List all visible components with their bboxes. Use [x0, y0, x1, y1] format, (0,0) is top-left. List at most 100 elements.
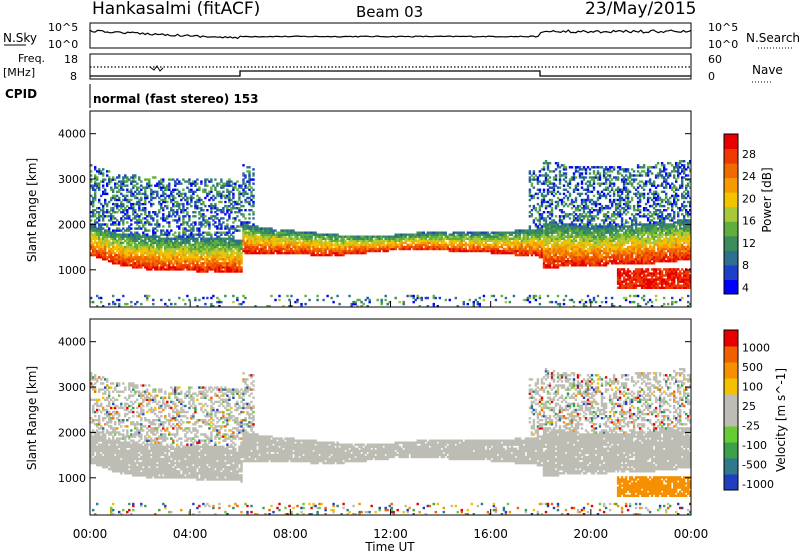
heatmap-cell	[122, 258, 125, 261]
heatmap-cell	[202, 239, 205, 242]
heatmap-cell	[246, 227, 249, 230]
heatmap-cell	[174, 200, 177, 204]
heatmap-cell	[98, 247, 101, 251]
heatmap-cell	[136, 237, 139, 240]
heatmap-cell	[170, 253, 173, 257]
heatmap-cell	[190, 190, 193, 193]
heatmap-cell	[164, 245, 167, 249]
heatmap-cell	[252, 249, 255, 253]
heatmap-cell	[274, 298, 277, 302]
heatmap-cell	[246, 241, 249, 245]
heatmap-cell	[178, 253, 181, 257]
heatmap-cell	[192, 268, 195, 271]
heatmap-cell	[138, 186, 141, 189]
heatmap-cell	[234, 262, 237, 265]
heatmap-cell	[216, 251, 219, 255]
heatmap-cell	[116, 223, 119, 226]
heatmap-cell	[206, 260, 209, 263]
heatmap-cell	[144, 256, 147, 259]
heatmap-cell	[240, 221, 243, 224]
heatmap-cell	[196, 262, 199, 265]
heatmap-cell	[208, 268, 211, 271]
heatmap-cell	[150, 188, 153, 191]
heatmap-cell	[102, 207, 105, 210]
heatmap-cell	[104, 256, 107, 259]
heatmap-cell	[538, 245, 542, 249]
heatmap-cell	[254, 235, 257, 238]
heatmap-cell	[94, 253, 97, 257]
heatmap-cell	[114, 182, 117, 185]
heatmap-cell	[154, 213, 157, 216]
heatmap-cell	[226, 266, 229, 269]
heatmap-cell	[588, 168, 592, 171]
heatmap-cell	[144, 233, 147, 236]
heatmap-cell	[104, 229, 107, 232]
heatmap-cell	[220, 211, 223, 214]
heatmap-cell	[140, 266, 143, 269]
heatmap-cell	[110, 237, 113, 240]
heatmap-cell	[106, 258, 109, 261]
nsearch-label: N.Search	[746, 31, 800, 45]
heatmap-cell	[134, 194, 137, 198]
heatmap-cell	[90, 237, 93, 240]
heatmap-cell	[166, 215, 169, 218]
heatmap-cell	[182, 215, 185, 218]
heatmap-cell	[98, 235, 101, 238]
heatmap-cell	[190, 198, 193, 202]
heatmap-cell	[100, 300, 103, 304]
heatmap-cell	[132, 249, 135, 253]
heatmap-cell	[258, 237, 261, 240]
heatmap-cell	[118, 258, 121, 261]
heatmap-cell	[250, 251, 253, 255]
heatmap-cell	[142, 231, 145, 234]
heatmap-cell	[184, 209, 187, 212]
heatmap-cell	[126, 178, 129, 181]
heatmap-cell	[118, 223, 121, 226]
heatmap-cell	[242, 221, 245, 224]
heatmap-cell	[568, 192, 572, 196]
heatmap-cell	[182, 223, 185, 226]
heatmap-cell	[206, 256, 209, 259]
heatmap-cell	[256, 227, 259, 230]
heatmap-cell	[438, 296, 441, 300]
heatmap-cell	[182, 260, 185, 263]
heatmap-cell	[94, 233, 97, 236]
heatmap-cell	[254, 239, 257, 242]
heatmap-cell	[114, 231, 117, 234]
heatmap-cell	[90, 253, 93, 257]
heatmap-cell	[234, 227, 237, 230]
heatmap-cell	[198, 247, 201, 251]
heatmap-cell	[136, 260, 139, 263]
heatmap-cell	[104, 251, 107, 255]
heatmap-cell	[198, 198, 201, 202]
heatmap-cell	[90, 241, 93, 245]
heatmap-cell	[412, 294, 415, 298]
heatmap-cell	[220, 249, 223, 253]
heatmap-cell	[104, 235, 107, 238]
heatmap-cell	[130, 198, 133, 202]
heatmap-cell	[112, 302, 115, 306]
heatmap-cell	[178, 249, 181, 253]
heatmap-cell	[196, 260, 199, 263]
heatmap-cell	[210, 258, 213, 261]
heatmap-cell	[232, 237, 235, 240]
heatmap-cell	[262, 233, 265, 236]
heatmap-cell	[582, 217, 586, 220]
heatmap-cell	[258, 241, 261, 245]
heatmap-cell	[234, 182, 237, 185]
heatmap-cell	[216, 217, 219, 220]
heatmap-cell	[92, 237, 95, 240]
heatmap-cell	[116, 211, 119, 214]
heatmap-cell	[168, 233, 171, 236]
heatmap-cell	[158, 251, 161, 255]
heatmap-cell	[158, 262, 161, 265]
heatmap-cell	[234, 219, 237, 222]
heatmap-cell	[246, 192, 249, 196]
heatmap-cell	[562, 211, 566, 214]
heatmap-cell	[204, 231, 207, 234]
heatmap-cell	[156, 264, 159, 267]
heatmap-cell	[204, 225, 207, 228]
heatmap-cell	[154, 231, 157, 234]
heatmap-cell	[180, 268, 183, 271]
heatmap-cell	[190, 266, 193, 269]
